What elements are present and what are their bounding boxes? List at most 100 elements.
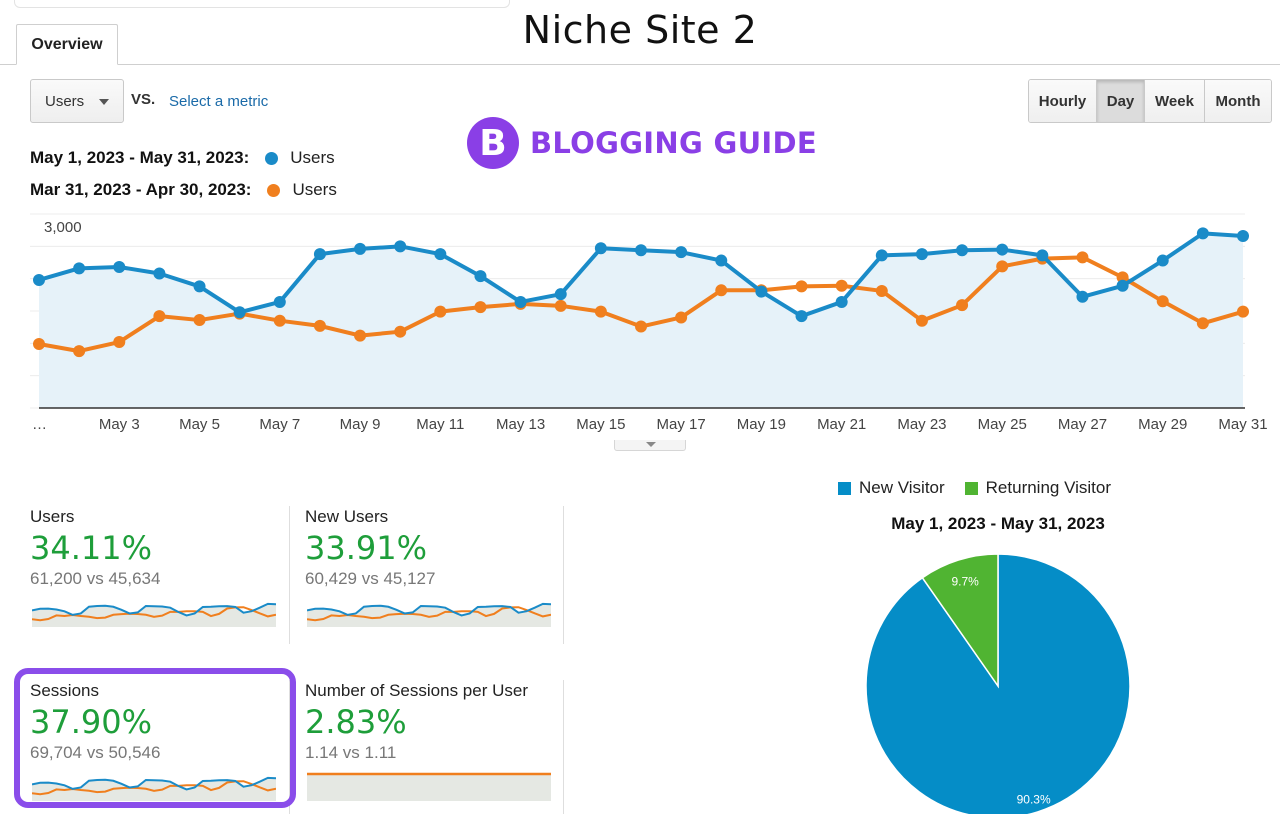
data-point[interactable] <box>1036 249 1049 262</box>
legend-previous-series: Users <box>292 180 337 199</box>
data-point[interactable] <box>1196 317 1209 330</box>
kpi-users[interactable]: Users 34.11% 61,200 vs 45,634 <box>30 507 290 647</box>
data-point[interactable] <box>113 336 126 349</box>
tab-overview[interactable]: Overview <box>16 24 118 65</box>
data-point[interactable] <box>193 314 206 327</box>
data-point[interactable] <box>956 299 969 312</box>
kpi-sessions[interactable]: Sessions 37.90% 69,704 vs 50,546 <box>30 681 290 814</box>
metric-dropdown[interactable]: Users <box>30 79 124 123</box>
data-point[interactable] <box>1076 290 1089 303</box>
kpi-label: New Users <box>305 507 389 526</box>
data-point[interactable] <box>554 299 567 312</box>
data-point[interactable] <box>675 311 688 324</box>
pie-legend-new-visitor[interactable]: New Visitor <box>838 478 945 498</box>
brand-watermark: B BLOGGING GUIDE <box>467 117 817 169</box>
data-point[interactable] <box>1116 271 1129 284</box>
data-point[interactable] <box>795 310 808 323</box>
data-point[interactable] <box>153 267 166 280</box>
data-point[interactable] <box>73 262 86 275</box>
data-point[interactable] <box>33 337 45 350</box>
x-tick-label: May 27 <box>1058 416 1107 433</box>
data-point[interactable] <box>594 242 607 255</box>
data-point[interactable] <box>594 305 607 318</box>
kpi-compare: 60,429 vs 45,127 <box>305 569 436 588</box>
data-point[interactable] <box>354 329 367 342</box>
data-point[interactable] <box>1156 254 1169 267</box>
x-tick-label: May 17 <box>657 416 706 433</box>
data-point[interactable] <box>233 306 246 319</box>
data-point[interactable] <box>113 261 126 274</box>
data-point[interactable] <box>635 320 647 333</box>
data-point[interactable] <box>795 280 808 293</box>
kpi-sparkline <box>307 772 551 801</box>
sparkline-current <box>32 602 276 617</box>
data-point[interactable] <box>394 325 407 338</box>
data-point[interactable] <box>875 249 888 262</box>
chevron-down-icon <box>99 99 109 105</box>
data-point[interactable] <box>755 285 768 298</box>
data-point[interactable] <box>354 242 367 255</box>
data-point[interactable] <box>996 260 1009 273</box>
data-point[interactable] <box>313 248 326 261</box>
chart-collapse-toggle[interactable] <box>614 440 686 451</box>
pie-legend: New Visitor Returning Visitor <box>838 478 1131 498</box>
data-point[interactable] <box>273 295 286 308</box>
legend-previous-range: Mar 31, 2023 - Apr 30, 2023: <box>30 180 252 199</box>
sparkline-current <box>307 602 551 617</box>
data-point[interactable] <box>875 284 888 297</box>
data-point[interactable] <box>996 243 1009 256</box>
x-tick-label: May 25 <box>978 416 1027 433</box>
data-point[interactable] <box>434 305 447 318</box>
data-point[interactable] <box>554 288 567 301</box>
sparkline-area <box>307 603 551 627</box>
kpi-compare: 69,704 vs 50,546 <box>30 743 161 762</box>
data-point[interactable] <box>394 240 407 253</box>
kpi-label: Number of Sessions per User <box>305 681 528 700</box>
select-metric-link[interactable]: Select a metric <box>169 93 269 110</box>
range-hourly-button[interactable]: Hourly <box>1029 80 1097 122</box>
visitor-type-pie-chart[interactable]: 90.3% 9.7% <box>860 548 1136 814</box>
data-point[interactable] <box>1196 227 1209 240</box>
kpi-sparkline <box>32 776 276 801</box>
data-point[interactable] <box>635 244 647 257</box>
x-tick-label: May 21 <box>817 416 866 433</box>
range-week-button[interactable]: Week <box>1145 80 1205 122</box>
data-point[interactable] <box>915 314 928 327</box>
x-tick-label: May 31 <box>1218 416 1267 433</box>
data-point[interactable] <box>1076 251 1089 264</box>
kpi-new-users[interactable]: New Users 33.91% 60,429 vs 45,127 <box>305 507 565 647</box>
sessions-highlight-frame <box>14 668 296 808</box>
data-point[interactable] <box>956 244 969 257</box>
data-point[interactable] <box>273 314 286 327</box>
kpi-sparkline <box>32 602 276 627</box>
x-tick-label: May 9 <box>340 416 381 433</box>
kpi-sessions-per-user[interactable]: Number of Sessions per User 2.83% 1.14 v… <box>305 681 565 814</box>
data-point[interactable] <box>153 310 166 323</box>
range-day-button[interactable]: Day <box>1097 80 1145 122</box>
data-point[interactable] <box>514 295 527 308</box>
data-point[interactable] <box>434 248 447 261</box>
kpi-divider <box>289 506 290 644</box>
data-point[interactable] <box>193 280 206 293</box>
data-point[interactable] <box>1237 305 1249 318</box>
data-point[interactable] <box>1116 279 1129 292</box>
data-point[interactable] <box>313 319 326 332</box>
data-point[interactable] <box>1237 229 1249 242</box>
pie-slice[interactable] <box>921 553 999 689</box>
data-point[interactable] <box>835 295 848 308</box>
pie-legend-returning-visitor[interactable]: Returning Visitor <box>964 478 1111 498</box>
data-point[interactable] <box>73 345 86 358</box>
data-point[interactable] <box>1156 295 1169 308</box>
data-point[interactable] <box>33 273 45 286</box>
range-month-button[interactable]: Month <box>1205 80 1271 122</box>
data-point[interactable] <box>474 270 487 283</box>
data-point[interactable] <box>675 246 688 259</box>
data-point[interactable] <box>474 301 487 314</box>
data-point[interactable] <box>915 248 928 261</box>
data-point[interactable] <box>835 279 848 292</box>
data-point[interactable] <box>715 254 728 267</box>
kpi-compare: 61,200 vs 45,634 <box>30 569 161 588</box>
data-point[interactable] <box>715 284 728 297</box>
x-tick-label: May 23 <box>897 416 946 433</box>
